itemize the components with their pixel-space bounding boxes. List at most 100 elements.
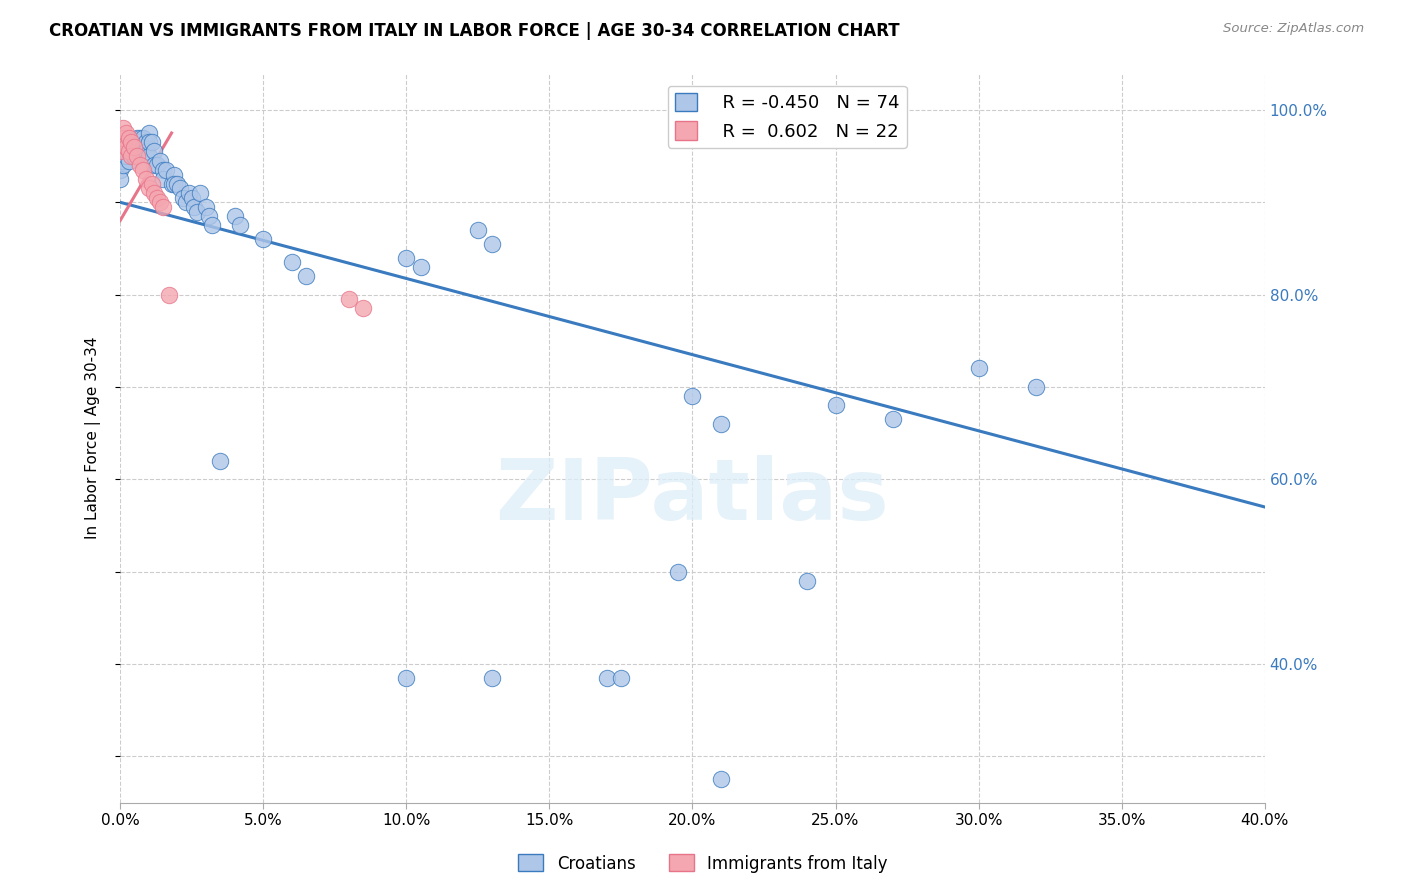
Point (108, 172, 131, 186)
Point (180, 191, 202, 205)
Point (610, 671, 633, 685)
Point (188, 186, 211, 200)
Point (149, 153, 172, 168)
Point (129, 130, 152, 145)
Point (132, 140, 155, 154)
Point (111, 130, 134, 145)
Point (152, 200, 174, 214)
Point (143, 158, 166, 172)
Point (337, 292, 360, 306)
Point (1025, 380, 1047, 394)
Point (166, 177, 188, 191)
Point (121, 140, 143, 154)
Point (127, 130, 149, 145)
Point (138, 181, 160, 195)
Point (111, 145, 134, 159)
Point (481, 671, 503, 685)
Point (108, 145, 131, 159)
Point (114, 126, 136, 140)
Point (141, 177, 163, 191)
Point (295, 269, 318, 284)
Point (666, 565, 689, 579)
Y-axis label: In Labor Force | Age 30-34: In Labor Force | Age 30-34 (86, 336, 101, 539)
Point (224, 209, 246, 223)
Point (111, 158, 134, 172)
Point (967, 361, 990, 376)
Point (595, 671, 617, 685)
Point (824, 399, 846, 413)
Point (194, 200, 217, 214)
Point (395, 251, 418, 265)
Point (197, 209, 219, 223)
Point (209, 454, 232, 468)
Point (229, 219, 252, 233)
Point (710, 417, 733, 431)
Point (710, 772, 733, 787)
Point (143, 145, 166, 159)
Point (108, 163, 131, 178)
Point (409, 260, 432, 274)
Point (882, 412, 904, 426)
Point (796, 574, 818, 588)
Point (111, 149, 134, 163)
Point (186, 204, 208, 219)
Point (152, 172, 174, 186)
Point (138, 126, 160, 140)
Point (114, 145, 136, 159)
Point (146, 191, 169, 205)
Point (129, 140, 152, 154)
Point (114, 140, 136, 154)
Text: CROATIAN VS IMMIGRANTS FROM ITALY IN LABOR FORCE | AGE 30-34 CORRELATION CHART: CROATIAN VS IMMIGRANTS FROM ITALY IN LAB… (49, 22, 900, 40)
Point (163, 177, 186, 191)
Point (172, 191, 194, 205)
Point (132, 130, 155, 145)
Point (135, 135, 157, 149)
Point (111, 153, 134, 168)
Point (183, 200, 205, 214)
Point (135, 172, 157, 186)
Point (252, 232, 274, 246)
Point (169, 181, 191, 195)
Point (124, 140, 146, 154)
Point (121, 149, 143, 163)
Point (467, 223, 489, 237)
Point (111, 140, 134, 154)
Point (124, 135, 146, 149)
Point (108, 158, 131, 172)
Point (481, 236, 503, 251)
Point (177, 186, 200, 200)
Point (160, 177, 183, 191)
Point (124, 140, 146, 154)
Point (108, 130, 131, 145)
Point (117, 145, 139, 159)
Point (114, 140, 136, 154)
Point (108, 153, 131, 168)
Point (124, 149, 146, 163)
Point (138, 149, 160, 163)
Point (135, 145, 157, 159)
Point (152, 163, 174, 178)
Point (127, 149, 149, 163)
Point (157, 287, 180, 301)
Point (117, 145, 139, 159)
Point (141, 135, 163, 149)
Point (149, 195, 172, 210)
Point (108, 145, 131, 159)
Legend: Croatians, Immigrants from Italy: Croatians, Immigrants from Italy (512, 847, 894, 880)
Point (281, 255, 304, 269)
Legend:   R = -0.450   N = 74,   R =  0.602   N = 22: R = -0.450 N = 74, R = 0.602 N = 22 (668, 86, 907, 148)
Point (111, 121, 134, 136)
Point (174, 195, 197, 210)
Point (143, 186, 166, 200)
Point (352, 301, 374, 316)
Point (121, 135, 143, 149)
Point (129, 158, 152, 172)
Text: Source: ZipAtlas.com: Source: ZipAtlas.com (1223, 22, 1364, 36)
Point (138, 135, 160, 149)
Point (682, 389, 704, 403)
Point (127, 135, 149, 149)
Point (146, 158, 169, 172)
Point (117, 140, 139, 154)
Point (395, 671, 418, 685)
Point (117, 130, 139, 145)
